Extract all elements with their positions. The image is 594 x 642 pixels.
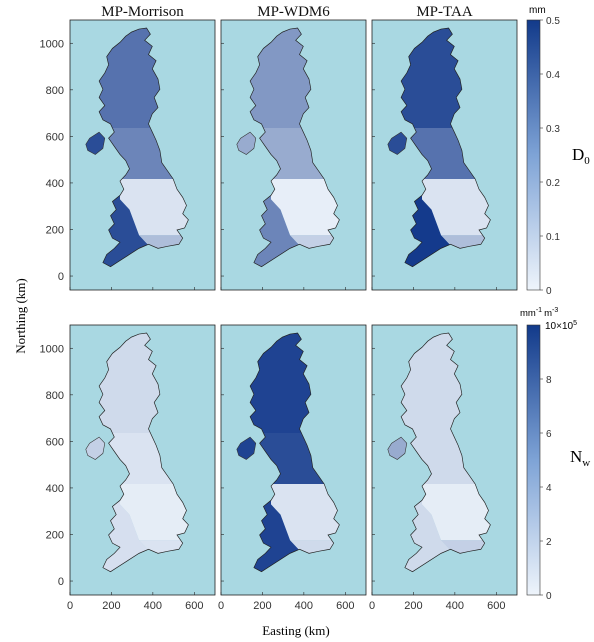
colorbar-tick-label: 0 <box>546 591 552 602</box>
colorbar-nw-symbol: Nw <box>570 447 590 469</box>
map-panel-mp-wdm6-d0: MP-WDM6 <box>220 4 367 291</box>
colorbar-tick-label: 6 <box>546 429 552 440</box>
x-tick-label: 200 <box>102 600 120 612</box>
x-tick-label: 600 <box>487 600 505 612</box>
colorbar-tick-label: 0.3 <box>546 124 560 135</box>
colorbar-d0-symbol: D0 <box>572 145 590 167</box>
map-panel-mp-morrison-d0: 0 200 400 600 800 1000 MP-Morrison <box>40 4 216 291</box>
colorbar-d0-unit: mm <box>529 5 546 16</box>
region-midlands_east <box>422 483 491 541</box>
colorbar-nw-bar <box>526 324 541 596</box>
y-tick-label: 800 <box>46 85 64 97</box>
map-panel-mp-wdm6-nw: 0 200 400 600 <box>218 324 367 612</box>
region-midlands_east <box>422 178 491 236</box>
region-midlands_east <box>271 178 340 236</box>
map-panel-mp-taa-d0: MP-TAA <box>371 4 518 291</box>
x-tick-label: 600 <box>336 600 354 612</box>
x-tick-label: 0 <box>67 600 73 612</box>
colorbar-tick-label: 0 <box>546 286 552 297</box>
map-panel-mp-taa-nw: 0 200 400 600 <box>369 324 518 612</box>
y-tick-label: 1000 <box>40 38 64 50</box>
region-midlands_east <box>271 483 340 541</box>
x-tick-label: 600 <box>185 600 203 612</box>
panel-title: MP-TAA <box>416 4 472 20</box>
y-tick-label: 200 <box>46 224 64 236</box>
y-tick-label: 0 <box>58 271 64 283</box>
y-tick-label: 1000 <box>40 343 64 355</box>
x-tick-label: 400 <box>295 600 313 612</box>
x-tick-label: 400 <box>144 600 162 612</box>
panel-title: MP-Morrison <box>101 4 184 20</box>
colorbar-nw: mm-1 m-3 10×105 0 2 4 6 8 Nw <box>520 307 590 602</box>
y-axis-label: Northing (km) <box>13 278 28 353</box>
colorbar-tick-label: 8 <box>546 375 552 386</box>
colorbar-tick-label: 0.4 <box>546 70 560 81</box>
region-midlands_east <box>120 483 189 541</box>
panel-title: MP-WDM6 <box>257 4 330 20</box>
x-tick-label: 200 <box>404 600 422 612</box>
colorbar-tick-label: 2 <box>546 537 552 548</box>
x-tick-label: 200 <box>253 600 271 612</box>
colorbar-d0: mm 0 0.1 0.2 0.3 0.4 0.5 D0 <box>526 5 590 297</box>
colorbar-tick-label: 4 <box>546 483 552 494</box>
y-tick-label: 800 <box>46 390 64 402</box>
colorbar-d0-bar <box>526 19 541 291</box>
y-tick-label: 400 <box>46 483 64 495</box>
y-tick-label: 600 <box>46 436 64 448</box>
y-tick-label: 600 <box>46 131 64 143</box>
y-tick-label: 400 <box>46 178 64 190</box>
x-tick-label: 0 <box>369 600 375 612</box>
colorbar-nw-unit: mm-1 m-3 <box>520 307 558 319</box>
colorbar-tick-label: 0.2 <box>546 178 560 189</box>
map-panel-mp-morrison-nw: 0 200 400 600 0 200 400 600 800 1000 <box>40 324 216 612</box>
x-axis-label: Easting (km) <box>262 623 330 638</box>
colorbar-tick-label: 0.5 <box>546 16 560 27</box>
x-tick-label: 0 <box>218 600 224 612</box>
region-midlands_east <box>120 178 189 236</box>
colorbar-nw-top-label: 10×105 <box>545 320 577 332</box>
colorbar-tick-label: 0.1 <box>546 232 560 243</box>
x-tick-label: 400 <box>446 600 464 612</box>
y-tick-label: 200 <box>46 529 64 541</box>
y-tick-label: 0 <box>58 576 64 588</box>
